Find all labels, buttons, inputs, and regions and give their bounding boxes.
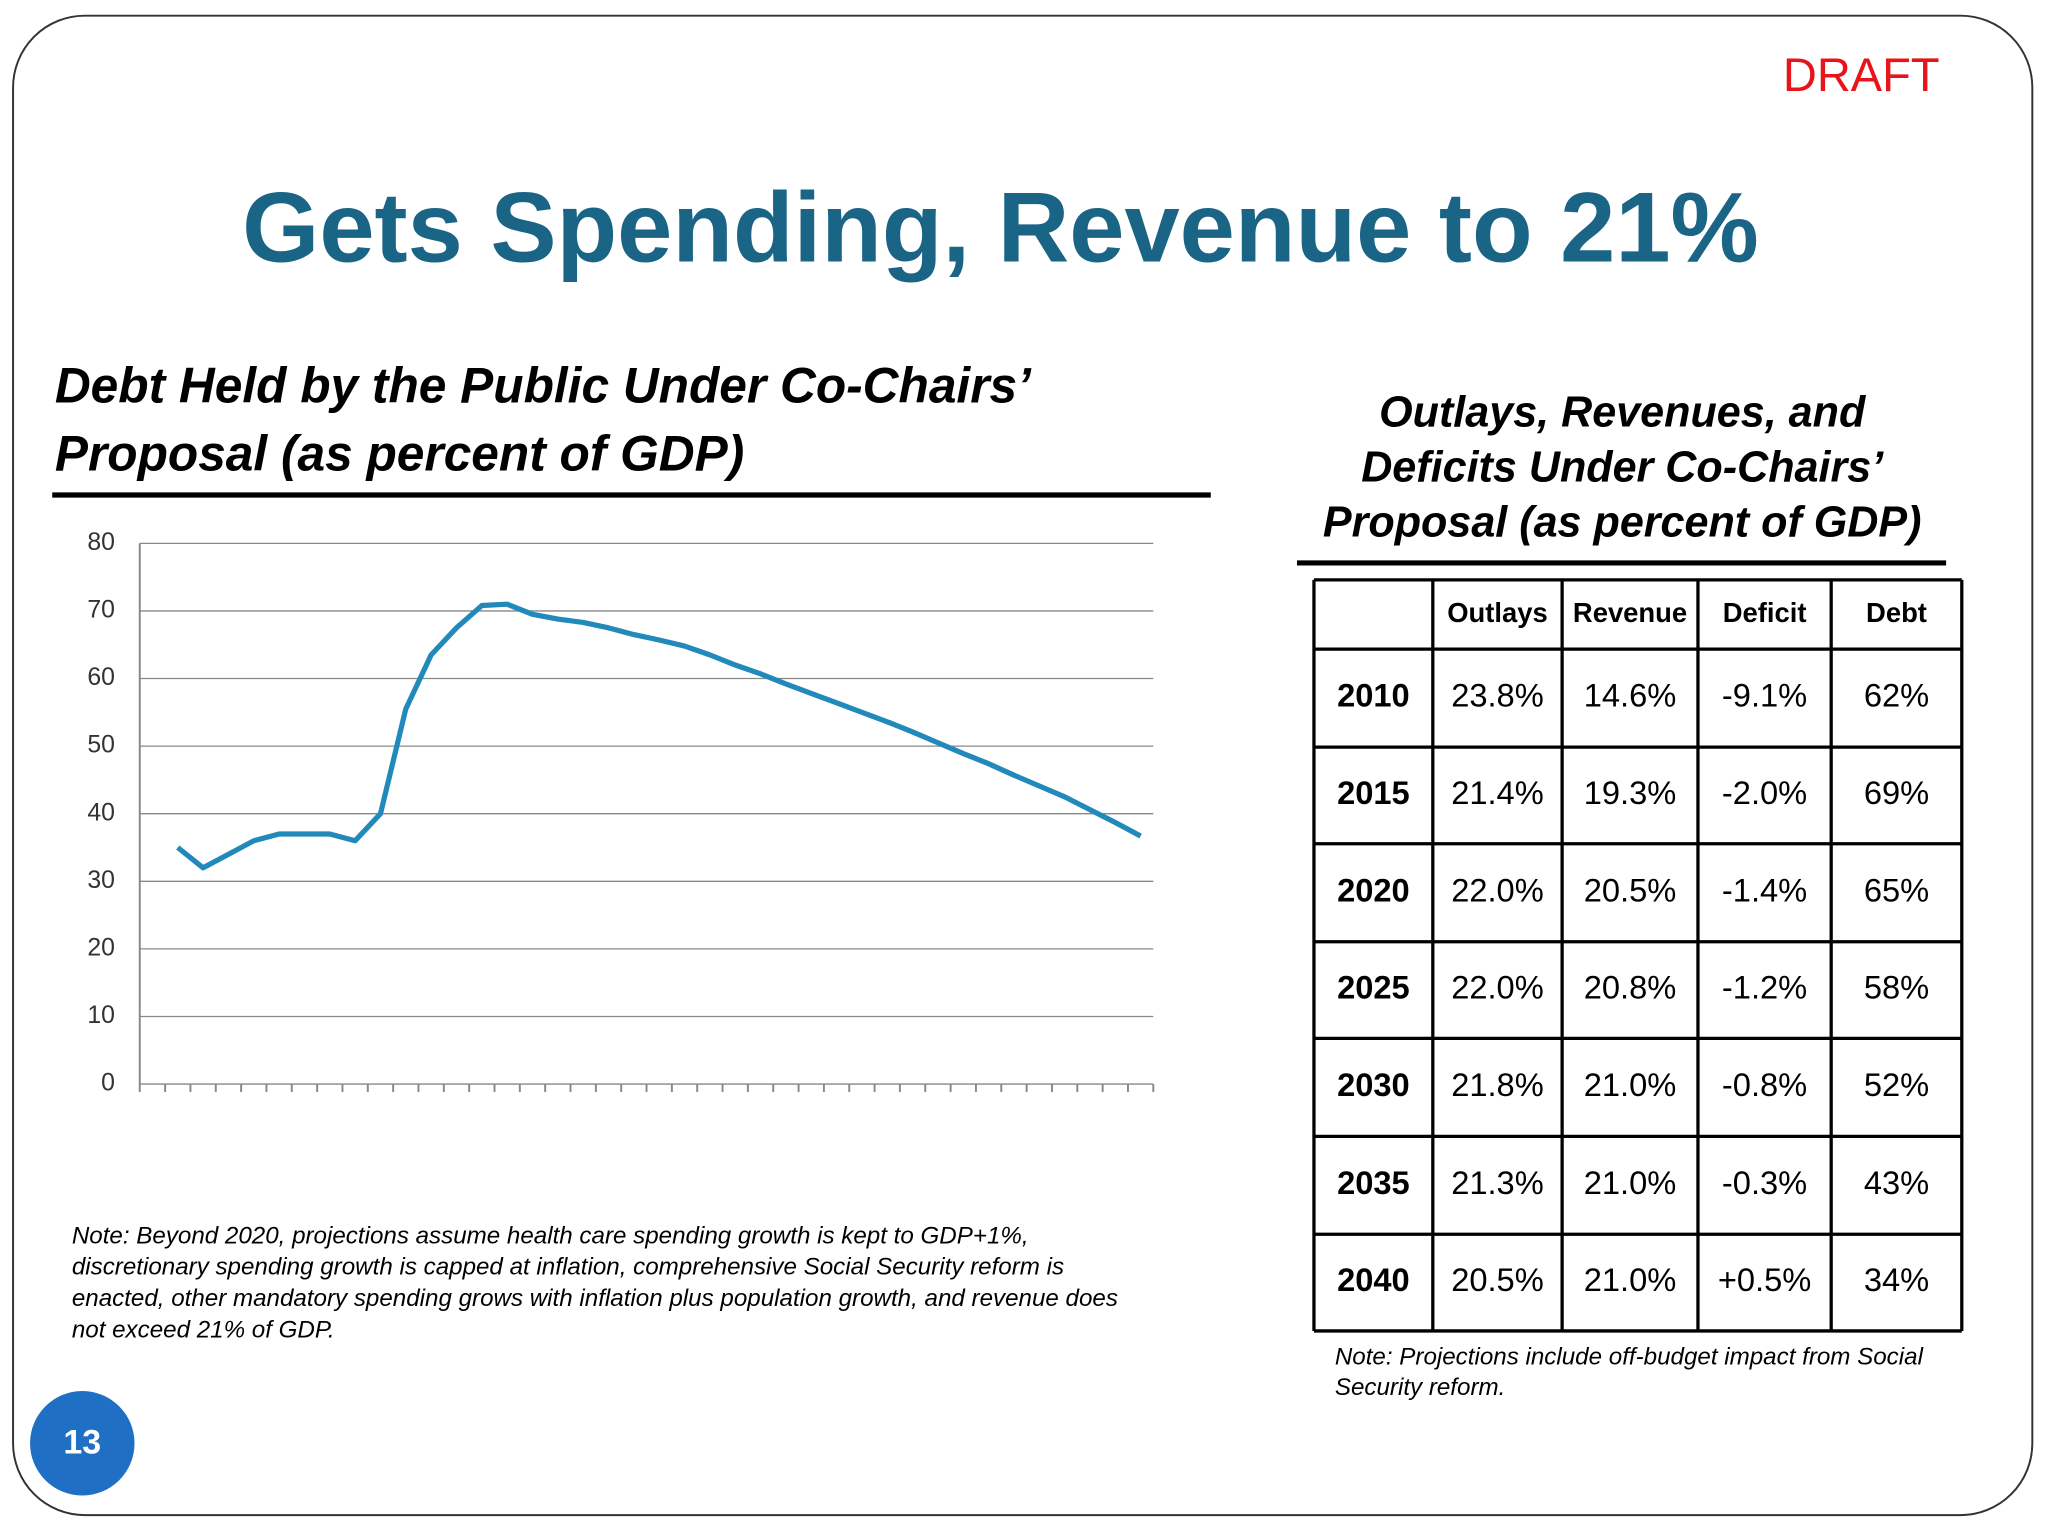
table-cell: 69% (1864, 774, 1929, 811)
table-cell: 21.0% (1584, 1066, 1677, 1103)
slide-title: Gets Spending, Revenue to 21% (242, 172, 1759, 283)
table-title: Deficits Under Co-Chairs’ (1361, 444, 1884, 492)
table-cell: 19.3% (1584, 774, 1677, 811)
table-cell: 21.3% (1451, 1164, 1544, 1201)
table-cell: 22.0% (1451, 871, 1544, 908)
table-title: Outlays, Revenues, and (1379, 389, 1867, 437)
table-cell: 21.0% (1584, 1261, 1677, 1298)
y-tick-label: 80 (87, 529, 115, 556)
y-tick-label: 10 (87, 1002, 115, 1029)
row-header: 2030 (1337, 1066, 1410, 1103)
table-cell: 23.8% (1451, 677, 1544, 714)
table-cell: -0.3% (1722, 1164, 1807, 1201)
table-cell: -1.4% (1722, 871, 1807, 908)
table-cell: 22.0% (1451, 969, 1544, 1006)
table-cell: -1.2% (1722, 969, 1807, 1006)
y-tick-label: 70 (87, 596, 115, 623)
table-note: Security reform. (1335, 1374, 1505, 1401)
row-header: 2025 (1337, 969, 1410, 1006)
column-header: Revenue (1573, 597, 1687, 628)
table-cell: 20.8% (1584, 969, 1677, 1006)
table-cell: 14.6% (1584, 677, 1677, 714)
table-cell: 20.5% (1584, 871, 1677, 908)
row-header: 2035 (1337, 1164, 1410, 1201)
table-cell: -2.0% (1722, 774, 1807, 811)
chart-note: Note: Beyond 2020, projections assume he… (72, 1222, 1029, 1249)
chart-note: discretionary spending growth is capped … (72, 1254, 1064, 1281)
page-badge (30, 1391, 135, 1496)
table-cell: 34% (1864, 1261, 1929, 1298)
slide-border (12, 14, 2034, 1517)
chart-title: Proposal (as percent of GDP) (55, 425, 744, 481)
table-cell: 43% (1864, 1164, 1929, 1201)
y-tick-label: 20 (87, 934, 115, 961)
table-cell: -9.1% (1722, 677, 1807, 714)
table-cell: 62% (1864, 677, 1929, 714)
chart-note: enacted, other mandatory spending grows … (72, 1285, 1118, 1312)
row-header: 2020 (1337, 871, 1410, 908)
table-cell: 21.0% (1584, 1164, 1677, 1201)
debt-line (176, 601, 1142, 871)
table-cell: 20.5% (1451, 1261, 1544, 1298)
column-header: Deficit (1723, 597, 1807, 628)
table-cell: +0.5% (1718, 1261, 1811, 1298)
table-cell: 58% (1864, 969, 1929, 1006)
y-tick-label: 40 (87, 799, 115, 826)
table-cell: 52% (1864, 1066, 1929, 1103)
table-cell: 65% (1864, 871, 1929, 908)
y-tick-label: 30 (87, 867, 115, 894)
draft-label: DRAFT (1783, 48, 1940, 101)
row-header: 2010 (1337, 677, 1410, 714)
row-header: 2015 (1337, 774, 1410, 811)
page-number: 13 (63, 1424, 101, 1462)
table-cell: 21.4% (1451, 774, 1544, 811)
y-tick-label: 0 (101, 1070, 115, 1097)
chart-note: not exceed 21% of GDP. (72, 1316, 335, 1343)
table-title: Proposal (as percent of GDP) (1323, 498, 1922, 546)
chart-title: Debt Held by the Public Under Co-Chairs’ (55, 357, 1032, 413)
table-cell: -0.8% (1722, 1066, 1807, 1103)
table-cell: 21.8% (1451, 1066, 1544, 1103)
row-header: 2040 (1337, 1261, 1410, 1298)
y-tick-label: 60 (87, 664, 115, 691)
y-tick-label: 50 (87, 732, 115, 759)
table-note: Note: Projections include off-budget imp… (1335, 1344, 1924, 1371)
column-header: Debt (1866, 597, 1927, 628)
column-header: Outlays (1447, 597, 1548, 628)
